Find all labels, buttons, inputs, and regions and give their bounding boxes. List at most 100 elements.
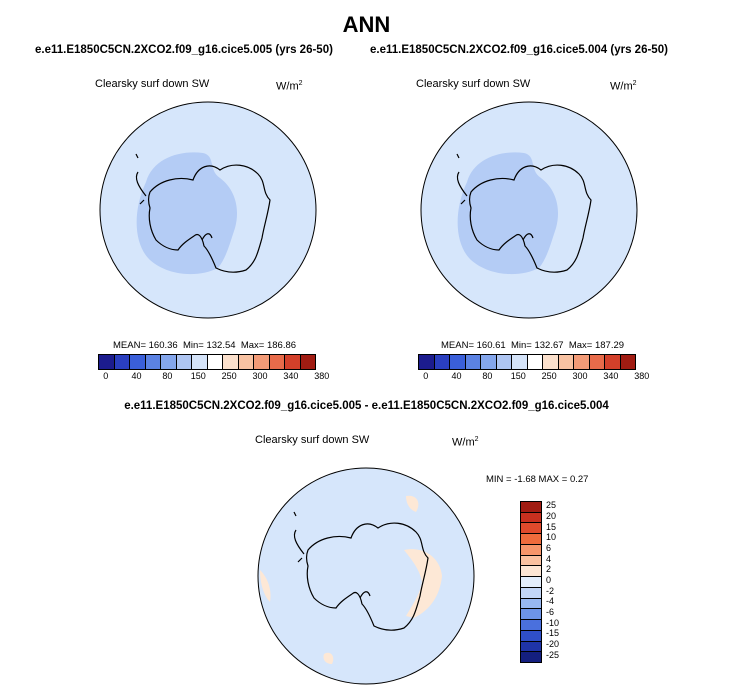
colorbar-swatch <box>521 566 541 578</box>
colorbar-swatch <box>521 502 541 513</box>
stats-left: MEAN= 160.36 Min= 132.54 Max= 186.86 <box>113 340 297 351</box>
min-value-left: 132.54 <box>206 340 236 351</box>
colorbar-tick-label: 6 <box>546 543 552 553</box>
mean-value-right: 160.61 <box>476 340 506 351</box>
variable-label-diff: Clearsky surf down SW <box>255 434 370 446</box>
colorbar-swatch <box>481 355 497 369</box>
colorbar-tick-label: 40 <box>451 371 462 381</box>
colorbar-tick-label: 340 <box>603 371 619 381</box>
polar-map-right <box>420 101 638 319</box>
colorbar-tick-label: 20 <box>546 511 557 521</box>
colorbar-tick-label: 300 <box>572 371 588 381</box>
colorbar-swatch <box>465 355 481 369</box>
colorbar-swatch <box>521 630 541 642</box>
colorbar-tick-label: -15 <box>546 628 560 639</box>
colorbar-tick-label: -10 <box>546 617 560 628</box>
colorbar-tick-label: 300 <box>252 371 268 381</box>
units-label-diff: W/m2 <box>452 436 479 449</box>
colorbar-swatch <box>521 523 541 535</box>
diff-min-value: -1.68 <box>514 474 536 485</box>
colorbar-swatch <box>450 355 466 369</box>
variable-label-left: Clearsky surf down SW <box>95 78 210 90</box>
colorbar-swatch <box>521 598 541 610</box>
variable-label-right: Clearsky surf down SW <box>416 78 531 90</box>
colorbar-swatch <box>521 652 541 663</box>
colorbar-tick-label: 150 <box>510 371 526 381</box>
colorbar-tick-label: 80 <box>482 371 493 381</box>
units-label-left: W/m2 <box>276 80 303 93</box>
colorbar-swatch <box>238 355 254 369</box>
colorbar-swatch <box>521 534 541 545</box>
colorbar-swatch <box>521 544 541 556</box>
colorbar-tick-label: -4 <box>546 596 555 607</box>
colorbar-swatch <box>521 620 541 631</box>
mean-value-left: 160.36 <box>148 340 178 351</box>
colorbar-tick-label: 80 <box>162 371 173 381</box>
colorbar-swatch <box>176 355 192 369</box>
colorbar-swatch <box>512 355 528 369</box>
colorbar-tick-label: 250 <box>221 371 237 381</box>
colorbar-swatch <box>223 355 239 369</box>
colorbar-right <box>418 354 636 370</box>
colorbar-tick-label: 0 <box>103 371 109 381</box>
colorbar-swatch <box>269 355 285 369</box>
min-value-right: 132.67 <box>534 340 564 351</box>
colorbar-tick-label: -2 <box>546 585 555 596</box>
colorbar-swatch <box>145 355 161 369</box>
colorbar-tick-label: 10 <box>546 532 557 543</box>
colorbar-tick-label: 40 <box>131 371 142 381</box>
colorbar-swatch <box>434 355 450 369</box>
colorbar-swatch <box>496 355 512 369</box>
colorbar-tick-label: 380 <box>314 371 330 381</box>
stats-right: MEAN= 160.61 Min= 132.67 Max= 187.29 <box>441 340 625 351</box>
colorbar-tick-label: -25 <box>546 649 560 660</box>
colorbar-swatch <box>300 355 315 369</box>
colorbar-swatch <box>161 355 177 369</box>
colorbar-tick-label: 2 <box>546 564 552 575</box>
colorbar-difference <box>520 501 542 663</box>
colorbar-swatch <box>521 641 541 653</box>
colorbar-swatch <box>558 355 574 369</box>
colorbar-swatch <box>99 355 115 369</box>
colorbar-swatch <box>521 555 541 567</box>
colorbar-left <box>98 354 316 370</box>
colorbar-tick-label: 4 <box>546 553 552 564</box>
colorbar-tick-label: 380 <box>634 371 650 381</box>
colorbar-tick-label: 250 <box>541 371 557 381</box>
colorbar-swatch <box>285 355 301 369</box>
colorbar-tick-label: 150 <box>190 371 206 381</box>
colorbar-swatch <box>521 609 541 621</box>
colorbar-swatch <box>527 355 543 369</box>
colorbar-tick-label: 340 <box>283 371 299 381</box>
colorbar-swatch <box>589 355 605 369</box>
case-title-left: e.e11.E1850C5CN.2XCO2.f09_g16.cice5.005 … <box>35 44 333 56</box>
colorbar-swatch <box>521 587 541 599</box>
colorbar-tick-label: -6 <box>546 607 555 617</box>
colorbar-swatch <box>114 355 130 369</box>
polar-map-left <box>99 101 317 319</box>
colorbar-swatch <box>254 355 270 369</box>
max-value-right: 187.29 <box>594 340 625 351</box>
difference-title: e.e11.E1850C5CN.2XCO2.f09_g16.cice5.005 … <box>124 400 609 412</box>
colorbar-swatch <box>521 577 541 588</box>
diff-minmax: MIN = -1.68 MAX = 0.27 <box>486 474 589 485</box>
case-title-right: e.e11.E1850C5CN.2XCO2.f09_g16.cice5.004 … <box>370 44 668 56</box>
colorbar-tick-label: -20 <box>546 639 560 649</box>
colorbar-swatch <box>192 355 208 369</box>
plot-title: ANN <box>342 12 391 37</box>
colorbar-swatch <box>521 512 541 524</box>
colorbar-swatch <box>574 355 590 369</box>
diff-max-value: 0.27 <box>569 474 589 485</box>
polar-map-difference <box>257 467 475 685</box>
max-value-left: 186.86 <box>266 340 297 351</box>
colorbar-swatch <box>605 355 621 369</box>
colorbar-tick-label: 0 <box>546 575 552 585</box>
colorbar-swatch <box>543 355 559 369</box>
colorbar-swatch <box>207 355 223 369</box>
colorbar-tick-label: 25 <box>546 500 557 511</box>
units-label-right: W/m2 <box>610 80 637 93</box>
colorbar-swatch <box>620 355 635 369</box>
colorbar-tick-label: 15 <box>546 521 557 532</box>
colorbar-swatch <box>130 355 146 369</box>
colorbar-tick-label: 0 <box>423 371 429 381</box>
